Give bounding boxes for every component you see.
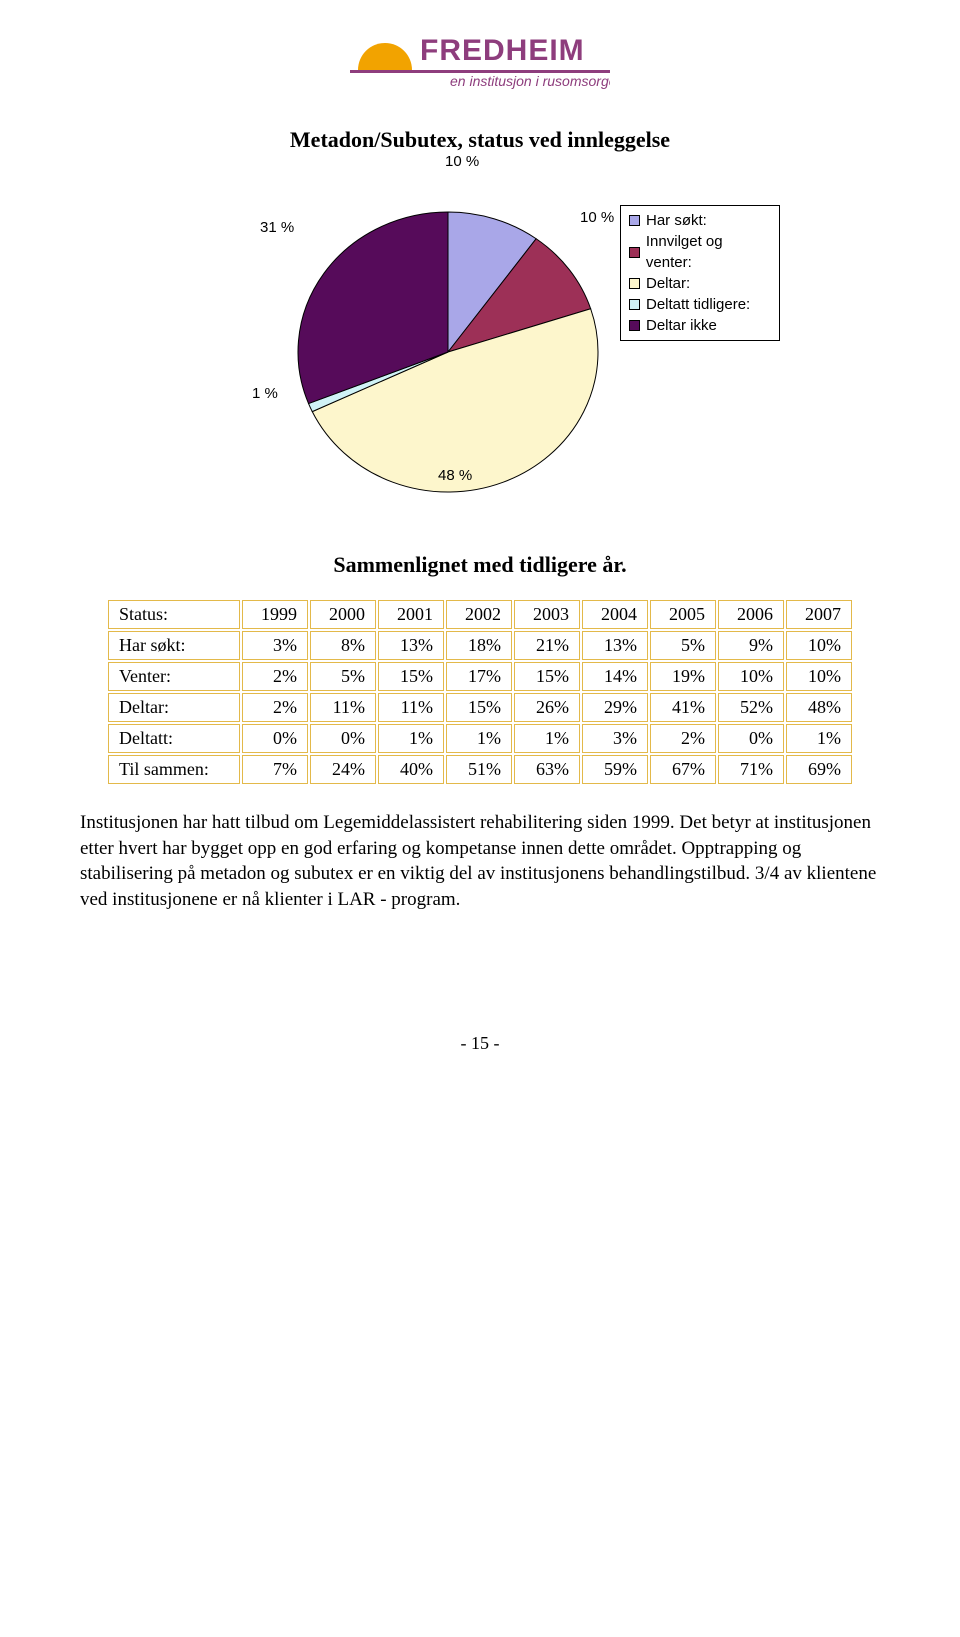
table-cell: 1% bbox=[786, 724, 852, 753]
table-cell: 10% bbox=[718, 662, 784, 691]
table-cell: 69% bbox=[786, 755, 852, 784]
pct-48: 48 % bbox=[438, 467, 472, 484]
legend-row: Deltar ikke bbox=[629, 315, 771, 336]
table-cell: 26% bbox=[514, 693, 580, 722]
legend-row: Innvilget og venter: bbox=[629, 231, 771, 273]
pct-10b: 10 % bbox=[580, 209, 614, 226]
pie-chart-area: Metadon/Subutex, status ved innleggelse … bbox=[180, 127, 780, 522]
pct-1: 1 % bbox=[252, 385, 278, 402]
table-cell: 3% bbox=[582, 724, 648, 753]
table-cell: 63% bbox=[514, 755, 580, 784]
table-cell: 0% bbox=[310, 724, 376, 753]
table-rowlabel: Venter: bbox=[108, 662, 240, 691]
table-cell: 18% bbox=[446, 631, 512, 660]
table-cell: 11% bbox=[310, 693, 376, 722]
table-rowlabel: Status: bbox=[108, 600, 240, 629]
logo: FREDHEIM en institusjon i rusomsorgen bbox=[80, 0, 880, 107]
legend-label: Innvilget og venter: bbox=[646, 231, 771, 273]
table-cell: 29% bbox=[582, 693, 648, 722]
table-cell: 15% bbox=[378, 662, 444, 691]
table-cell: 13% bbox=[582, 631, 648, 660]
table-cell: 67% bbox=[650, 755, 716, 784]
table-cell: 11% bbox=[378, 693, 444, 722]
legend-label: Deltar ikke bbox=[646, 315, 717, 336]
table-cell: 2% bbox=[242, 662, 308, 691]
table-cell: 59% bbox=[582, 755, 648, 784]
table-cell: 24% bbox=[310, 755, 376, 784]
legend-row: Har søkt: bbox=[629, 210, 771, 231]
table-rowlabel: Til sammen: bbox=[108, 755, 240, 784]
table-cell: 71% bbox=[718, 755, 784, 784]
table-year: 2002 bbox=[446, 600, 512, 629]
table-cell: 3% bbox=[242, 631, 308, 660]
legend-row: Deltar: bbox=[629, 273, 771, 294]
table-cell: 1% bbox=[446, 724, 512, 753]
body-text: Institusjonen har hatt tilbud om Legemid… bbox=[80, 810, 880, 913]
table-year: 2007 bbox=[786, 600, 852, 629]
table-cell: 9% bbox=[718, 631, 784, 660]
legend-swatch bbox=[629, 299, 640, 310]
legend-label: Har søkt: bbox=[646, 210, 707, 231]
table-cell: 48% bbox=[786, 693, 852, 722]
table-cell: 21% bbox=[514, 631, 580, 660]
table-cell: 51% bbox=[446, 755, 512, 784]
legend-swatch bbox=[629, 320, 640, 331]
data-table: Status:199920002001200220032004200520062… bbox=[106, 598, 854, 786]
table-year: 1999 bbox=[242, 600, 308, 629]
legend-label: Deltar: bbox=[646, 273, 690, 294]
legend-label: Deltatt tidligere: bbox=[646, 294, 750, 315]
table-cell: 7% bbox=[242, 755, 308, 784]
table-cell: 40% bbox=[378, 755, 444, 784]
pct-top: 10 % bbox=[445, 153, 479, 170]
table-cell: 41% bbox=[650, 693, 716, 722]
table-cell: 10% bbox=[786, 631, 852, 660]
table-cell: 17% bbox=[446, 662, 512, 691]
table-rowlabel: Deltatt: bbox=[108, 724, 240, 753]
table-cell: 8% bbox=[310, 631, 376, 660]
brand-sub: en institusjon i rusomsorgen bbox=[450, 73, 610, 89]
legend-swatch bbox=[629, 247, 640, 258]
table-year: 2006 bbox=[718, 600, 784, 629]
page-number: - 15 - bbox=[80, 1033, 880, 1054]
table-cell: 5% bbox=[310, 662, 376, 691]
table-cell: 52% bbox=[718, 693, 784, 722]
table-rowlabel: Deltar: bbox=[108, 693, 240, 722]
table-cell: 15% bbox=[446, 693, 512, 722]
table-cell: 1% bbox=[514, 724, 580, 753]
pct-31: 31 % bbox=[260, 219, 294, 236]
brand-main: FREDHEIM bbox=[420, 34, 585, 67]
table-rowlabel: Har søkt: bbox=[108, 631, 240, 660]
table-cell: 15% bbox=[514, 662, 580, 691]
table-cell: 10% bbox=[786, 662, 852, 691]
table-cell: 5% bbox=[650, 631, 716, 660]
table-cell: 0% bbox=[242, 724, 308, 753]
table-cell: 14% bbox=[582, 662, 648, 691]
table-cell: 0% bbox=[718, 724, 784, 753]
chart-legend: Har søkt:Innvilget og venter:Deltar:Delt… bbox=[620, 205, 780, 341]
table-year: 2005 bbox=[650, 600, 716, 629]
legend-swatch bbox=[629, 278, 640, 289]
table-year: 2000 bbox=[310, 600, 376, 629]
chart-title: Metadon/Subutex, status ved innleggelse bbox=[180, 127, 780, 153]
table-cell: 19% bbox=[650, 662, 716, 691]
table-year: 2003 bbox=[514, 600, 580, 629]
table-cell: 13% bbox=[378, 631, 444, 660]
sun-icon bbox=[358, 43, 412, 70]
table-year: 2001 bbox=[378, 600, 444, 629]
table-cell: 1% bbox=[378, 724, 444, 753]
legend-swatch bbox=[629, 215, 640, 226]
table-year: 2004 bbox=[582, 600, 648, 629]
legend-row: Deltatt tidligere: bbox=[629, 294, 771, 315]
table-cell: 2% bbox=[650, 724, 716, 753]
section-heading: Sammenlignet med tidligere år. bbox=[80, 552, 880, 578]
table-cell: 2% bbox=[242, 693, 308, 722]
